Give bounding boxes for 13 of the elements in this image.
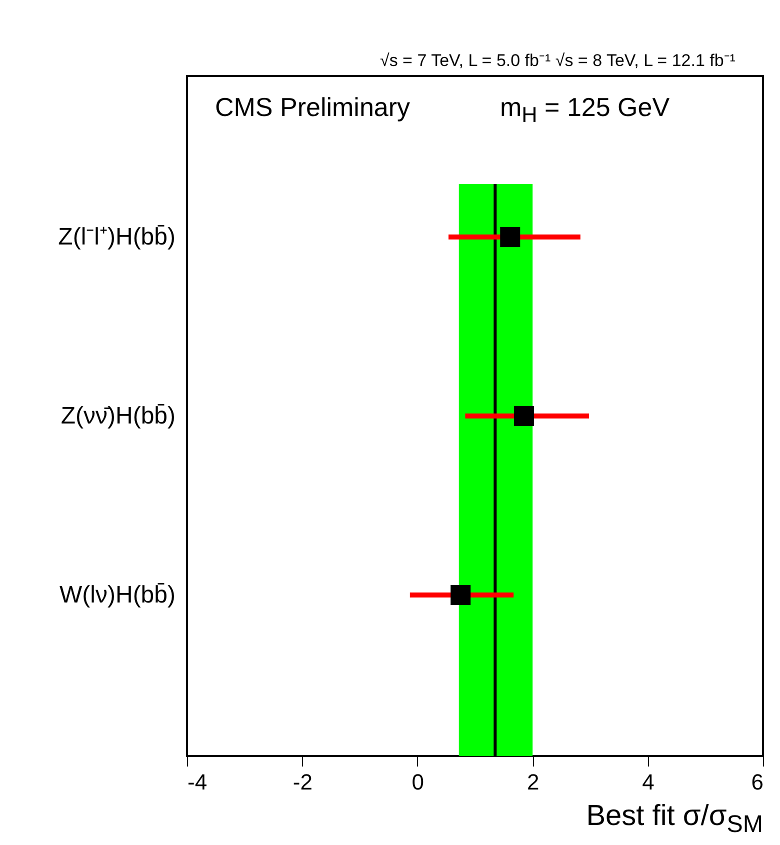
y-tick-label: Z(l⁻l⁺)H(bb̄) [58, 224, 176, 251]
text: m$_{H}$ = 125 GeV [500, 92, 670, 128]
y-tick-label: Z(νν̄)H(bb̄) [60, 402, 176, 430]
text: CMS Preliminary [215, 92, 410, 123]
x-axis-title: Best fit σ/σ$_{SM}$ [586, 800, 763, 839]
x-tick-label: 0 [412, 770, 424, 794]
x-tick-label: 2 [526, 770, 540, 794]
y-tick-label: W(lν)H(bb̄) [60, 581, 176, 608]
x-tick-label: -4 [188, 770, 208, 794]
x-tick-label: 4 [642, 770, 654, 794]
chart-title: √s = 7 TeV, L = 5.0 fb⁻¹ √s = 8 TeV, L = 12.1 fb⁻¹ [380, 50, 736, 71]
x-tick-label: 6 [751, 770, 764, 794]
x-tick-label: -2 [292, 770, 312, 794]
